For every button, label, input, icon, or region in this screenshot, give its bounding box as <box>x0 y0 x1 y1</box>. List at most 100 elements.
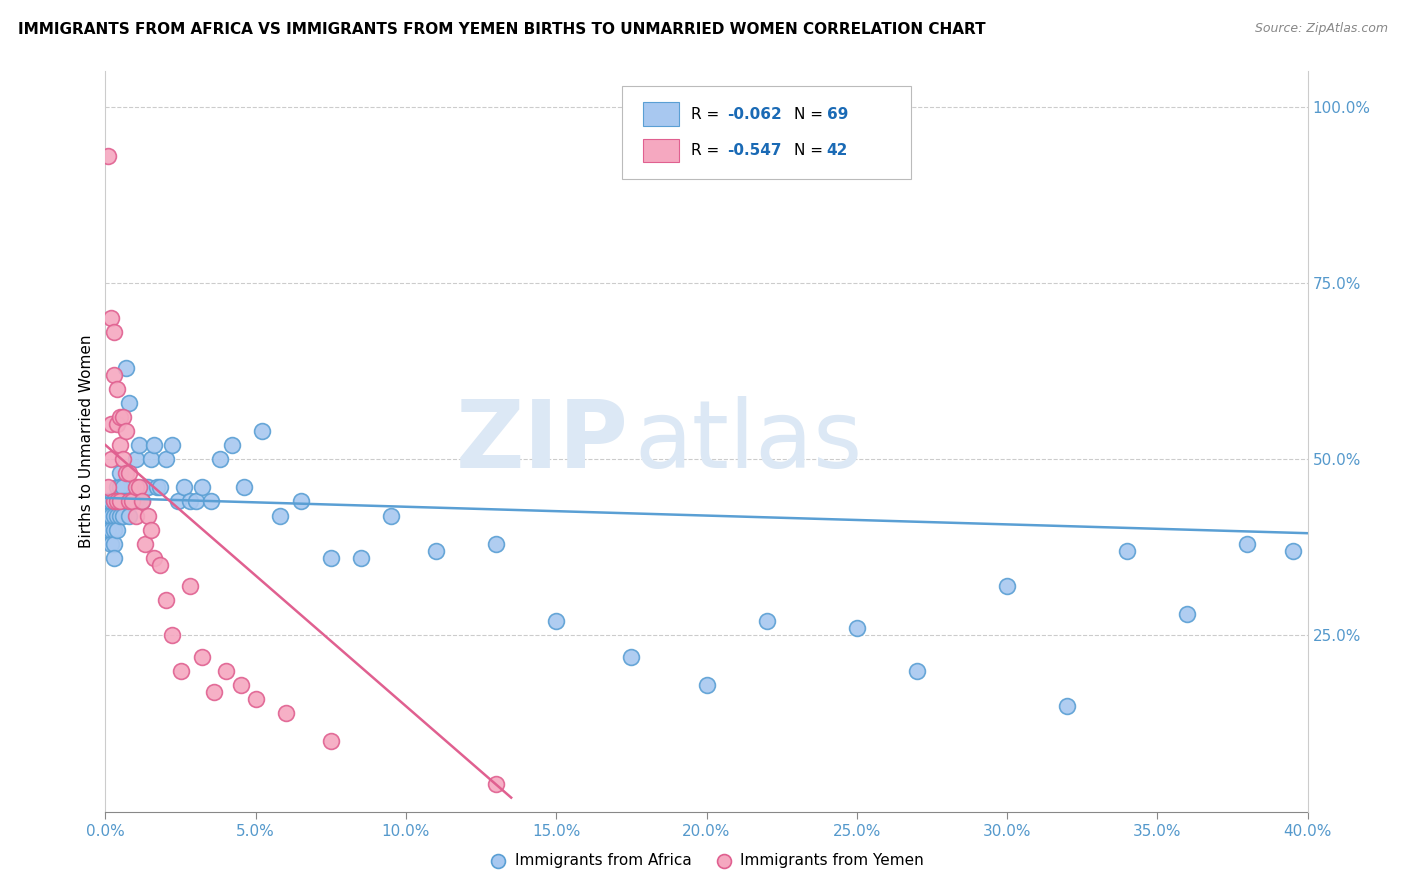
Text: IMMIGRANTS FROM AFRICA VS IMMIGRANTS FROM YEMEN BIRTHS TO UNMARRIED WOMEN CORREL: IMMIGRANTS FROM AFRICA VS IMMIGRANTS FRO… <box>18 22 986 37</box>
Point <box>173 480 195 494</box>
Point <box>112 494 135 508</box>
Point <box>696 678 718 692</box>
Point <box>121 494 143 508</box>
Point <box>118 396 141 410</box>
Point <box>110 508 132 523</box>
Point <box>134 537 156 551</box>
Point <box>115 360 138 375</box>
Point <box>124 452 146 467</box>
Point <box>107 494 129 508</box>
Point <box>103 550 125 565</box>
Point <box>485 776 508 790</box>
Point <box>148 480 170 494</box>
Point <box>319 734 342 748</box>
Point <box>128 480 150 494</box>
Point <box>107 480 129 494</box>
Point <box>179 494 201 508</box>
Point <box>169 664 191 678</box>
Point <box>112 409 135 424</box>
Point <box>179 579 201 593</box>
Text: ZIP: ZIP <box>456 395 628 488</box>
Point <box>103 494 125 508</box>
Point <box>905 664 928 678</box>
Point <box>139 452 162 467</box>
Point <box>103 368 125 382</box>
Point <box>1175 607 1198 622</box>
Point <box>136 508 159 523</box>
Point <box>112 480 135 494</box>
Point <box>100 311 122 326</box>
Point <box>118 508 141 523</box>
Legend: Immigrants from Africa, Immigrants from Yemen: Immigrants from Africa, Immigrants from … <box>482 847 931 874</box>
Point <box>380 508 402 523</box>
Point <box>100 417 122 431</box>
Point <box>121 494 143 508</box>
Point <box>350 550 373 565</box>
Point <box>155 452 177 467</box>
Point <box>131 494 153 508</box>
Point <box>110 494 132 508</box>
Point <box>97 149 120 163</box>
Point <box>112 508 135 523</box>
Point <box>131 494 153 508</box>
Point <box>115 424 138 438</box>
Point <box>221 438 243 452</box>
Point <box>200 494 222 508</box>
Point <box>160 438 183 452</box>
Point <box>1236 537 1258 551</box>
Point <box>107 523 129 537</box>
Point <box>620 649 643 664</box>
Text: Source: ZipAtlas.com: Source: ZipAtlas.com <box>1254 22 1388 36</box>
Text: N =: N = <box>794 107 828 122</box>
Point <box>124 480 146 494</box>
Point <box>110 438 132 452</box>
Point <box>103 523 125 537</box>
Point <box>1281 544 1303 558</box>
Point <box>546 615 568 629</box>
Point <box>145 480 167 494</box>
Point <box>208 452 231 467</box>
Bar <box>643 103 679 126</box>
Text: -0.062: -0.062 <box>727 107 782 122</box>
Point <box>995 579 1018 593</box>
Point <box>100 523 122 537</box>
Point <box>136 480 159 494</box>
Point <box>97 494 120 508</box>
Point <box>118 467 141 481</box>
Text: -0.547: -0.547 <box>727 143 782 158</box>
Point <box>319 550 342 565</box>
Point <box>134 480 156 494</box>
Text: 69: 69 <box>827 107 848 122</box>
Text: R =: R = <box>690 107 724 122</box>
Point <box>100 494 122 508</box>
Point <box>166 494 188 508</box>
Point <box>425 544 447 558</box>
Text: 42: 42 <box>827 143 848 158</box>
Point <box>110 494 132 508</box>
Point <box>124 494 146 508</box>
Point <box>232 480 254 494</box>
Text: R =: R = <box>690 143 724 158</box>
Point <box>107 508 129 523</box>
Text: atlas: atlas <box>634 395 863 488</box>
Point <box>184 494 207 508</box>
Point <box>97 508 120 523</box>
Point <box>274 706 297 720</box>
Point <box>100 537 122 551</box>
Point <box>190 649 212 664</box>
FancyBboxPatch shape <box>623 87 911 178</box>
Point <box>229 678 252 692</box>
Point <box>142 438 165 452</box>
Point <box>112 452 135 467</box>
Point <box>142 550 165 565</box>
Point <box>107 494 129 508</box>
Text: N =: N = <box>794 143 828 158</box>
Point <box>110 480 132 494</box>
Point <box>115 494 138 508</box>
Point <box>190 480 212 494</box>
Point <box>250 424 273 438</box>
Point <box>97 480 120 494</box>
Point <box>110 409 132 424</box>
Point <box>110 467 132 481</box>
Point <box>202 685 225 699</box>
